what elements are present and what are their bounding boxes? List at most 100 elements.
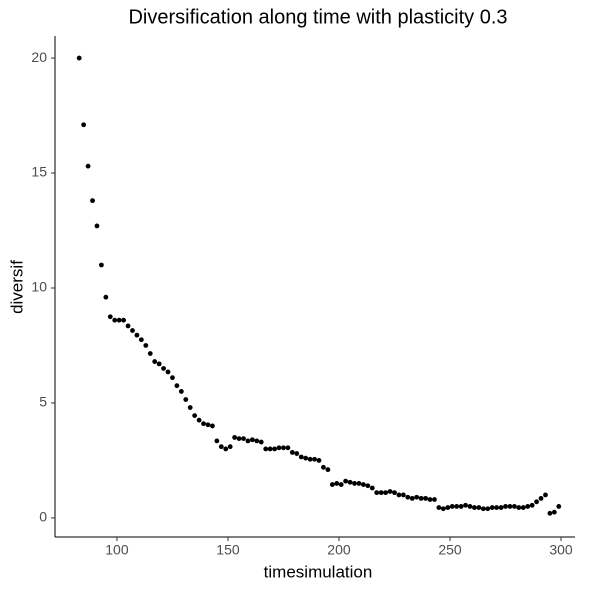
point: [369, 485, 375, 491]
point: [236, 436, 242, 441]
point: [480, 506, 486, 512]
point: [289, 449, 295, 455]
point: [538, 495, 544, 501]
point: [467, 504, 473, 509]
point: [138, 337, 144, 343]
point: [423, 495, 428, 501]
point: [525, 504, 531, 509]
x-tick-label: 250: [438, 542, 462, 558]
point: [316, 458, 322, 463]
point: [210, 423, 215, 429]
point: [378, 490, 384, 496]
y-tick-label: 5: [39, 394, 47, 410]
point: [232, 435, 238, 440]
point: [520, 505, 526, 510]
point: [214, 438, 220, 444]
point: [321, 464, 326, 470]
point: [187, 405, 193, 410]
point: [147, 351, 153, 356]
point: [81, 122, 87, 128]
point: [152, 359, 158, 364]
point: [294, 451, 300, 456]
point: [414, 494, 420, 500]
point: [116, 317, 122, 323]
y-tick-label: 20: [31, 49, 47, 65]
point: [76, 55, 82, 61]
point: [543, 492, 548, 498]
point: [285, 445, 291, 451]
point: [276, 445, 282, 451]
point: [409, 495, 415, 501]
point: [201, 421, 206, 427]
point: [103, 294, 109, 300]
point: [418, 495, 424, 501]
y-tick-label: 15: [31, 164, 47, 180]
point: [476, 505, 482, 510]
point: [143, 343, 149, 348]
point: [165, 369, 171, 375]
point: [392, 490, 397, 496]
point: [161, 366, 166, 371]
point: [196, 417, 202, 423]
point: [223, 446, 229, 452]
point: [396, 492, 402, 498]
point: [334, 481, 340, 486]
point: [405, 494, 411, 500]
point: [130, 328, 135, 333]
point: [365, 483, 371, 489]
point: [272, 446, 277, 452]
point: [156, 361, 162, 367]
y-tick-label: 0: [39, 509, 47, 525]
point: [458, 504, 464, 509]
point: [338, 482, 344, 487]
point: [534, 499, 539, 505]
point: [134, 332, 140, 338]
point: [489, 505, 495, 510]
point: [498, 505, 504, 510]
point: [361, 482, 366, 487]
point: [400, 492, 406, 498]
x-tick-label: 150: [216, 542, 240, 558]
point: [90, 198, 95, 204]
x-axis-label: timesimulation: [264, 562, 373, 581]
point: [387, 489, 393, 494]
point: [192, 413, 198, 419]
point: [249, 437, 255, 443]
point: [356, 481, 362, 486]
point: [218, 444, 224, 450]
point: [125, 323, 131, 329]
point: [303, 455, 309, 461]
point: [258, 439, 264, 445]
point: [281, 445, 286, 451]
point: [170, 375, 175, 381]
point: [503, 504, 508, 509]
point: [472, 505, 477, 510]
point: [449, 504, 455, 509]
x-tick-label: 300: [549, 542, 573, 558]
point: [494, 505, 500, 510]
point: [121, 317, 127, 323]
point: [551, 509, 557, 515]
point: [298, 454, 304, 460]
point: [205, 422, 211, 428]
point: [245, 438, 251, 444]
point: [432, 497, 437, 502]
point: [267, 446, 273, 452]
point: [254, 438, 260, 444]
point: [178, 389, 184, 394]
point: [440, 506, 446, 512]
point: [94, 223, 100, 229]
x-tick-label: 100: [105, 542, 129, 558]
point: [556, 504, 562, 509]
point: [507, 504, 513, 509]
point: [427, 497, 433, 502]
point: [436, 505, 442, 510]
point: [263, 446, 269, 452]
point: [547, 510, 553, 516]
point: [99, 262, 104, 268]
x-tick-label: 200: [327, 542, 351, 558]
point: [85, 163, 91, 169]
y-tick-label: 10: [31, 279, 47, 295]
point: [227, 444, 233, 450]
